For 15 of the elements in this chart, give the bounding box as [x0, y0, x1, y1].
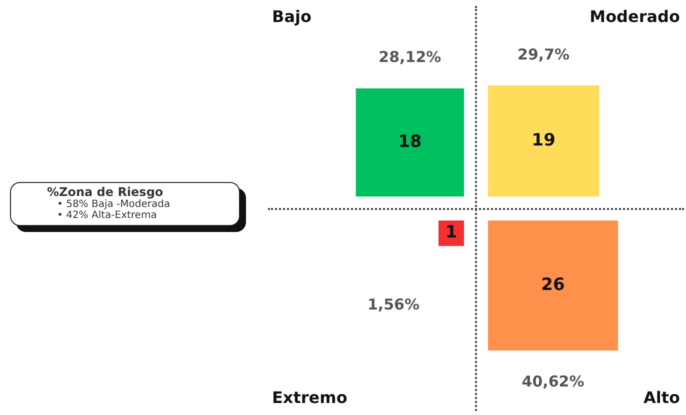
- category-label: Moderado: [590, 7, 680, 26]
- category-label: Bajo: [272, 7, 312, 26]
- text: • 42% Alta-Extrema: [57, 210, 158, 221]
- text: • 58% Baja -Moderada: [57, 199, 172, 210]
- text: 1,56%: [367, 295, 420, 314]
- data-label: 1: [445, 222, 458, 243]
- text: 40,62%: [522, 372, 584, 390]
- text: %Zona de Riesgo: [47, 185, 164, 199]
- text: 29,7%: [518, 45, 570, 64]
- data-label: 26: [541, 274, 565, 295]
- text: 28,12%: [378, 48, 442, 66]
- data-label: 18: [398, 132, 422, 152]
- category-label: Extremo: [272, 388, 348, 408]
- category-label: Alto: [643, 388, 680, 408]
- data-label: 19: [532, 130, 556, 150]
